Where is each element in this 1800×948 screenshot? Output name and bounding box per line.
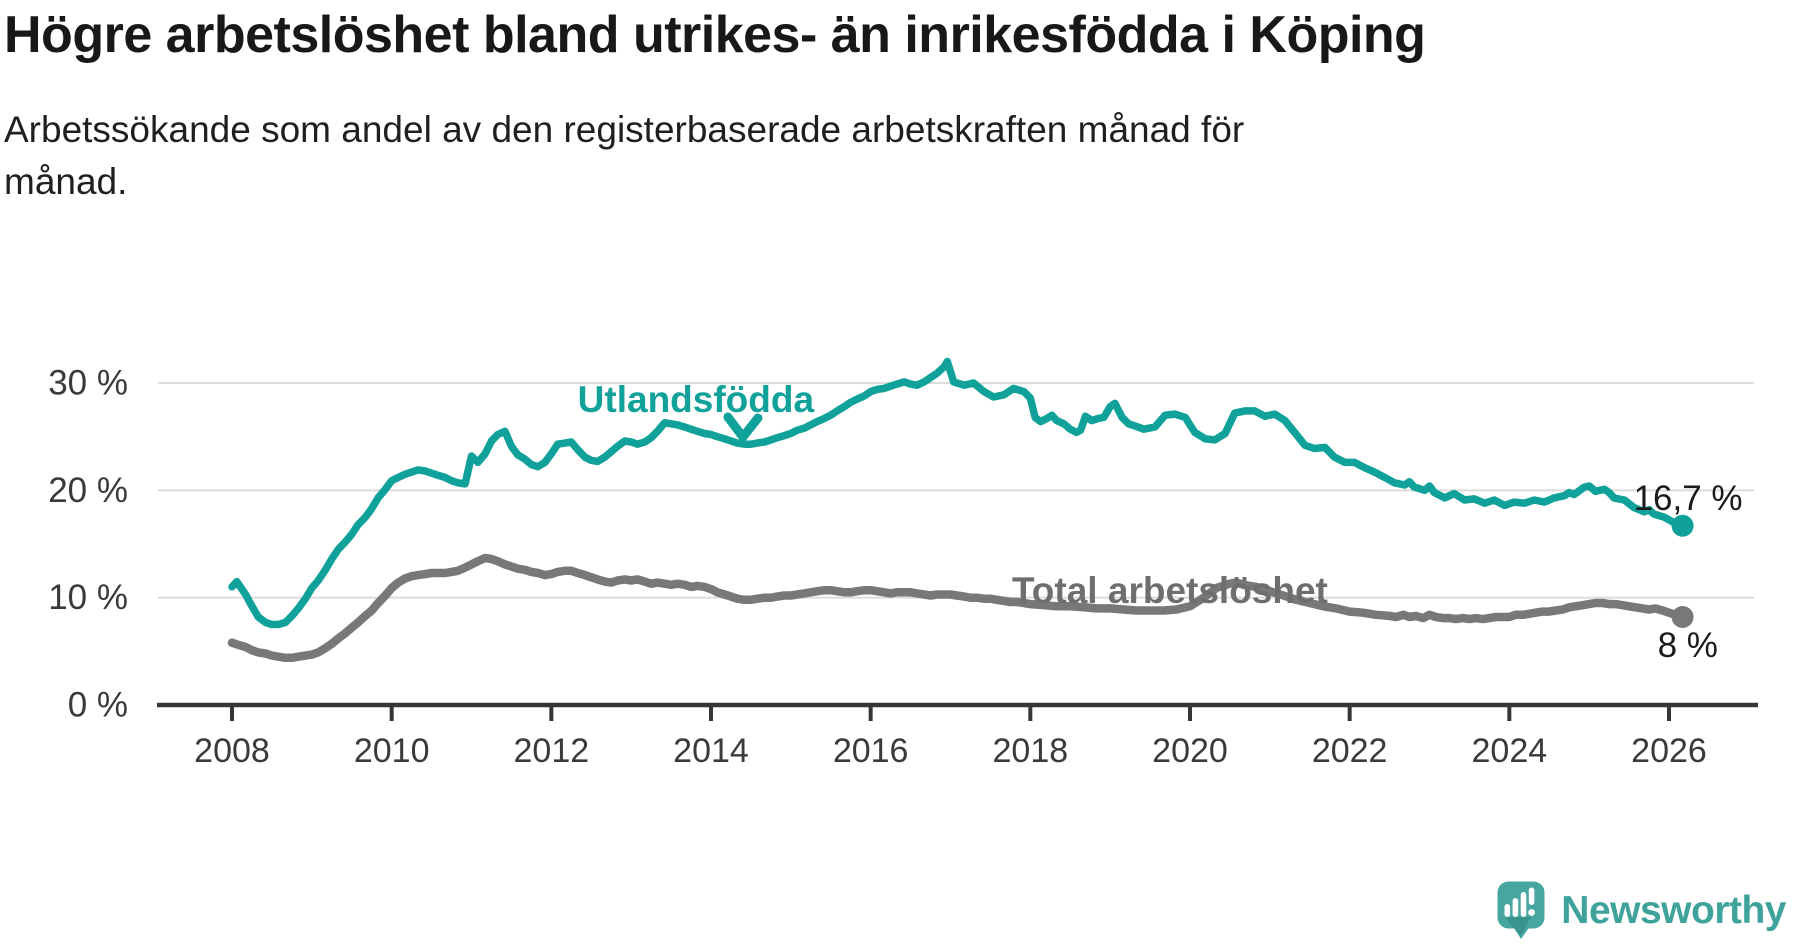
series-end-dot-total-arbetsloshet (1671, 605, 1694, 628)
y-tick-label-30: 30 % (48, 364, 128, 403)
end-value-label-total-arbetsloshet: 8 % (1658, 626, 1718, 665)
end-value-label-utlandsfodda: 16,7 % (1634, 479, 1743, 518)
series-label-total-arbetsloshet: Total arbetslöshet (1012, 570, 1328, 611)
subtitle-line-1: Arbetssökande som andel av den registerb… (4, 108, 1245, 150)
series-line-total-arbetsloshet (227, 553, 1687, 663)
x-tick-label-2010: 2010 (354, 732, 430, 770)
y-tick-label-0: 0 % (68, 686, 128, 725)
newsworthy-logo-icon (1497, 881, 1545, 939)
newsworthy-logo: Newsworthy (1497, 881, 1786, 940)
y-tick-label-20: 20 % (48, 471, 128, 510)
series-end-dot-utlandsfodda (1671, 514, 1694, 537)
subtitle-line-2: månad. (4, 160, 128, 202)
x-tick-label-2016: 2016 (833, 732, 909, 770)
series-line-utlandsfodda (228, 357, 1687, 629)
utlandsfodda-pointer-arrow-icon (723, 412, 763, 442)
x-tick-label-2022: 2022 (1312, 732, 1388, 770)
y-tick-label-10: 10 % (48, 578, 128, 617)
x-tick-label-2012: 2012 (514, 732, 590, 770)
newsworthy-logo-text: Newsworthy (1561, 888, 1786, 932)
x-tick-label-2008: 2008 (194, 732, 270, 770)
x-tick-label-2020: 2020 (1152, 732, 1228, 770)
x-tick-label-2018: 2018 (993, 732, 1069, 770)
x-tick-label-2024: 2024 (1472, 732, 1548, 770)
x-tick-label-2026: 2026 (1631, 732, 1707, 770)
chart-subtitle: Arbetssökande som andel av den registerb… (4, 104, 1764, 208)
x-tick-label-2014: 2014 (673, 732, 749, 770)
page-title: Högre arbetslöshet bland utrikes- än inr… (4, 6, 1426, 64)
chart-header: Högre arbetslöshet bland utrikes- än inr… (4, 6, 1764, 208)
series-label-utlandsfodda: Utlandsfödda (578, 379, 815, 420)
